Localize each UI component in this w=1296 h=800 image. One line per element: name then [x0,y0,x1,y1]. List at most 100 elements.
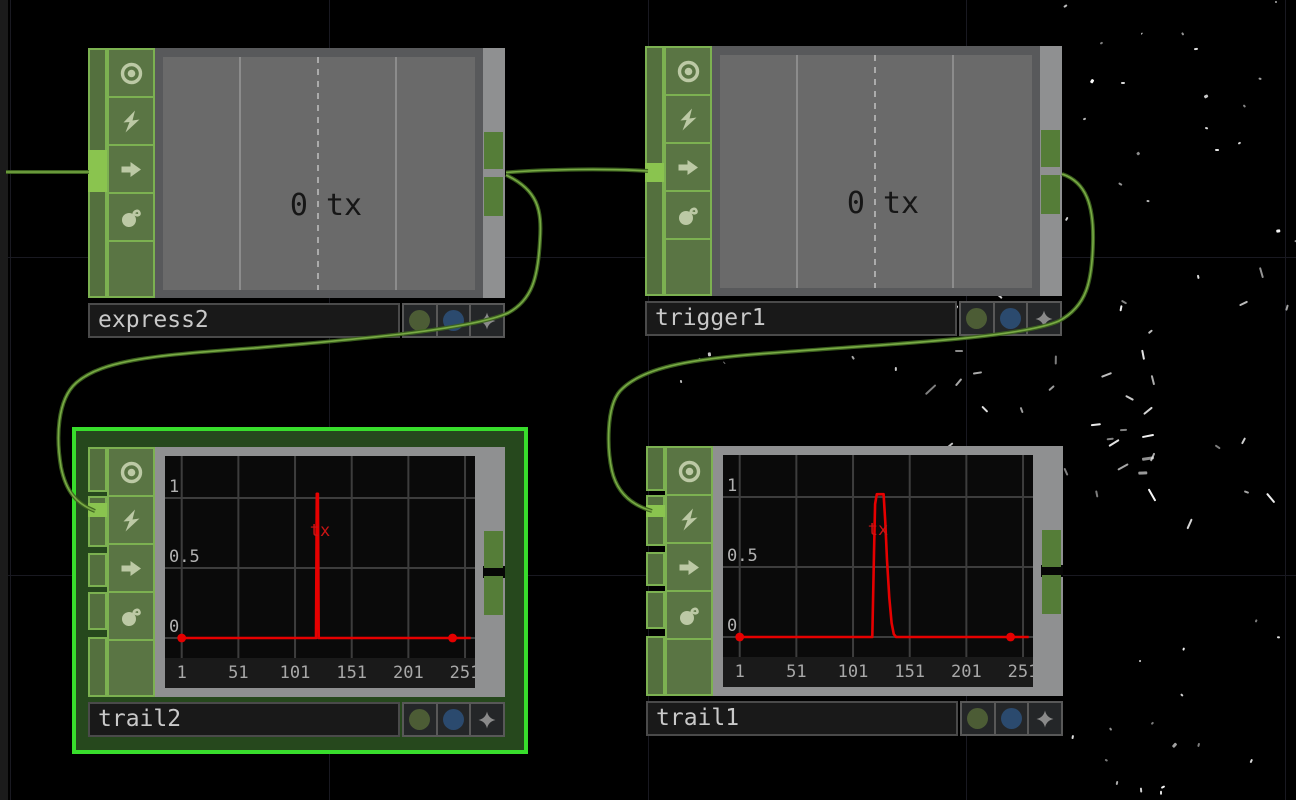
export-flag[interactable] [107,144,155,194]
viewer-flag[interactable] [107,48,155,98]
viewer-flag[interactable] [664,46,712,96]
particle [1259,266,1264,279]
input-connector[interactable] [645,163,664,182]
empty-flag-cell[interactable] [107,240,155,298]
viewer-flag[interactable] [665,446,713,496]
render-flag[interactable] [404,704,438,735]
chop-viewer[interactable]: 10.50tx151101151201251 [723,455,1033,687]
render-flag[interactable] [961,303,995,334]
display-flag[interactable] [438,704,472,735]
node-express2[interactable]: 0 tx [88,48,505,298]
node-body[interactable]: 0 tx [155,48,483,298]
pin-flag[interactable] [1028,303,1060,334]
input-connector[interactable] [88,503,107,517]
particle [1071,734,1075,739]
node-body[interactable]: 10.50tx151101151201251 [155,447,483,697]
node-body[interactable]: 10.50tx151101151201251 [713,446,1041,696]
output-connector[interactable] [1041,175,1060,214]
node-name-field[interactable]: express2 [88,303,400,338]
display-flag[interactable] [995,303,1029,334]
pin-flag[interactable] [471,305,503,336]
bypass-flag[interactable] [664,190,712,240]
node-trail2[interactable]: 10.50tx151101151201251 [88,447,505,697]
input-connector-segment[interactable] [88,592,107,630]
input-connector-segment[interactable] [88,447,107,492]
node-flag-cells [402,702,505,737]
node-trail1[interactable]: 10.50tx151101151201251 [646,446,1063,696]
bypass-flag[interactable] [665,590,713,640]
input-connector[interactable] [88,150,107,192]
bypass-flag[interactable] [107,591,155,641]
export-flag[interactable] [107,543,155,593]
node-name-field[interactable]: trail1 [646,701,958,736]
particle [1180,32,1185,37]
node-name-field[interactable]: trigger1 [645,301,957,336]
node-name-bar: trail2 [88,702,505,737]
export-flag[interactable] [664,142,712,192]
output-connector[interactable] [484,576,503,615]
display-flag[interactable] [996,703,1030,734]
viewer-center-line [874,55,876,288]
blue-dot-icon [443,709,464,730]
input-connector-segment[interactable] [646,552,665,586]
particle [1136,150,1141,155]
output-connector[interactable] [484,531,503,568]
star-icon [475,708,499,732]
cook-flag[interactable] [664,94,712,144]
bypass-flag[interactable] [107,192,155,242]
particle [1248,758,1253,764]
input-connector[interactable] [646,505,665,517]
input-connector-segment[interactable] [646,446,665,491]
input-connector-segment[interactable] [88,637,107,697]
output-connector[interactable] [1042,575,1061,614]
render-flag[interactable] [404,305,438,336]
pin-flag[interactable] [471,704,503,735]
x-axis-tick-label: 51 [786,662,807,682]
output-connector[interactable] [484,132,503,169]
target-icon [118,60,145,87]
viewer-flag[interactable] [107,447,155,497]
bomb-icon [675,202,702,229]
particle [1151,374,1156,386]
cook-flag[interactable] [107,96,155,146]
particle [1120,81,1125,85]
node-name-field[interactable]: trail2 [88,702,400,737]
x-axis-tick-label: 151 [336,663,368,683]
particle [1215,444,1221,450]
input-connector-segment[interactable] [646,495,665,546]
particle [1275,1,1278,4]
chop-viewer[interactable]: 10.50tx151101151201251 [165,456,475,688]
output-connector[interactable] [1042,530,1061,567]
node-body[interactable]: 0 tx [712,46,1040,296]
display-flag[interactable] [438,305,472,336]
input-connector-segment[interactable] [646,636,665,696]
input-connector-segment[interactable] [646,591,665,629]
input-connector-segment[interactable] [88,553,107,587]
particle [1090,78,1095,84]
arrow-icon [118,555,145,582]
render-flag[interactable] [962,703,996,734]
empty-flag-cell[interactable] [664,238,712,296]
particle [1285,305,1289,312]
particle [722,361,726,365]
export-flag[interactable] [665,542,713,592]
particle [955,350,964,353]
output-connector[interactable] [1041,130,1060,167]
bomb-icon [118,204,145,231]
particle [972,371,982,376]
cook-flag[interactable] [107,495,155,545]
particle [1104,758,1109,762]
output-connector-column [1040,46,1062,296]
particle [679,379,683,383]
empty-flag-cell[interactable] [107,639,155,697]
particle [1186,518,1193,529]
cook-flag[interactable] [665,494,713,544]
particle [1171,742,1177,748]
output-connector[interactable] [484,177,503,216]
empty-flag-cell[interactable] [665,638,713,696]
pin-flag[interactable] [1029,703,1061,734]
particle [1275,229,1281,233]
output-connector-column [483,48,505,298]
node-trigger1[interactable]: 0 tx [645,46,1062,296]
